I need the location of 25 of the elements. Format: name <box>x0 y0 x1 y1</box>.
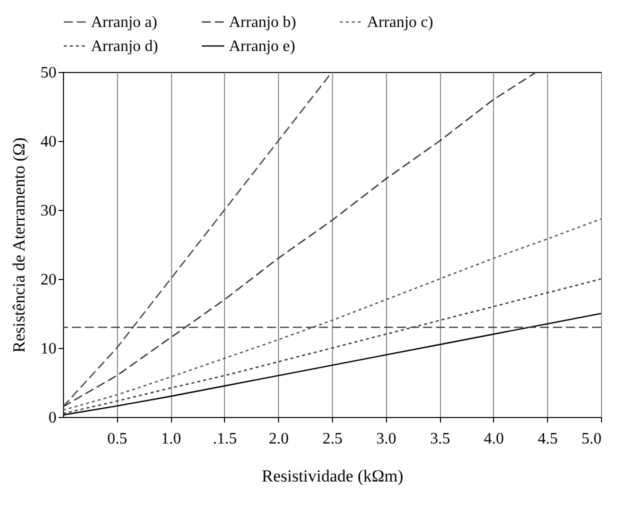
x-tick-label: 5.0 <box>582 430 602 448</box>
y-axis-title: Resistência de Aterramento (Ω) <box>10 137 28 353</box>
x-tick-label: 3.0 <box>376 430 396 448</box>
legend-label: Arranjo b) <box>229 14 296 31</box>
legend-label: Arranjo e) <box>229 38 296 55</box>
legend-label: Arranjo d) <box>91 38 158 55</box>
x-tick-label: 0.5 <box>107 430 128 448</box>
x-tick-label: 1.0 <box>161 430 182 448</box>
y-tick-label: 10 <box>40 340 56 358</box>
y-tick-label: 40 <box>40 134 56 150</box>
x-tick-label: 3.5 <box>430 430 450 448</box>
y-tick-label: 0 <box>48 410 56 426</box>
x-axis-title: Resistividade (kΩm) <box>262 466 404 486</box>
x-tick-label: 4.0 <box>484 430 504 448</box>
x-tick-label: 2.0 <box>268 430 289 448</box>
legend-label: Arranjo c) <box>367 14 434 31</box>
y-tick-label: 20 <box>40 272 56 288</box>
x-tick-label: .1.5 <box>212 430 237 448</box>
x-tick-label: 2.5 <box>322 430 342 448</box>
x-tick-label: 4.5 <box>538 430 558 448</box>
legend-label: Arranjo a) <box>91 14 158 31</box>
line-series <box>63 218 601 411</box>
line-series <box>63 72 333 408</box>
y-tick-label: 30 <box>40 202 56 220</box>
y-tick-label: 50 <box>40 64 56 82</box>
